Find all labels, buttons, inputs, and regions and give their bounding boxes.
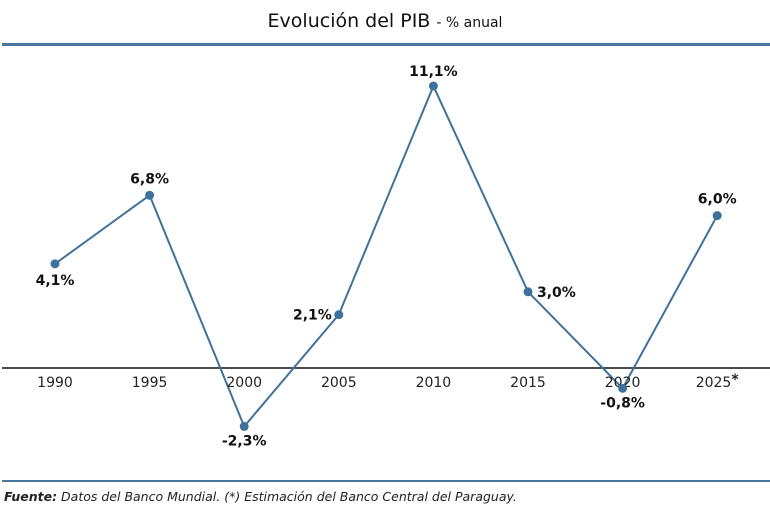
title-sub: - % anual (436, 15, 503, 31)
data-label: 6,0% (698, 192, 737, 208)
data-point (523, 287, 533, 297)
top-rule (2, 43, 770, 46)
chart-title: Evolución del PIB - % anual (0, 10, 770, 32)
x-tick-label: 2015 (510, 375, 546, 391)
data-point (712, 211, 722, 221)
series-line (54, 83, 719, 429)
data-point (428, 81, 438, 91)
data-label: -0,8% (600, 395, 645, 411)
data-label: 11,1% (409, 64, 458, 80)
source-footer: Fuente: Datos del Banco Mundial. (*) Est… (4, 489, 517, 504)
source-text: Datos del Banco Mundial. (*) Estimación … (57, 489, 517, 504)
source-label: Fuente: (4, 489, 58, 504)
data-point (334, 310, 344, 320)
x-tick-label: 2005 (321, 375, 357, 391)
line-chart: 1990 1995 2000 2005 2010 2015 2020 2025* 4,1% 6,8… (2, 64, 770, 449)
data-label: 4,1% (36, 273, 75, 289)
x-tick-label: 2000 (226, 375, 262, 391)
x-tick-label: 2025* (696, 372, 740, 391)
title-main: Evolución del PIB (267, 10, 431, 32)
data-point (239, 421, 249, 431)
data-point (618, 383, 628, 393)
data-point (50, 259, 60, 269)
data-label: 2,1% (293, 308, 332, 324)
x-tick-label: 1995 (132, 375, 168, 391)
x-tick-label: 1990 (37, 375, 73, 391)
bottom-rule (2, 480, 770, 482)
x-tick-label: 2020 (605, 375, 641, 391)
data-label: -2,3% (222, 433, 267, 449)
data-label: 6,8% (130, 171, 169, 187)
data-point (145, 190, 155, 200)
data-label: 3,0% (537, 285, 576, 301)
x-tick-label: 2010 (416, 375, 452, 391)
